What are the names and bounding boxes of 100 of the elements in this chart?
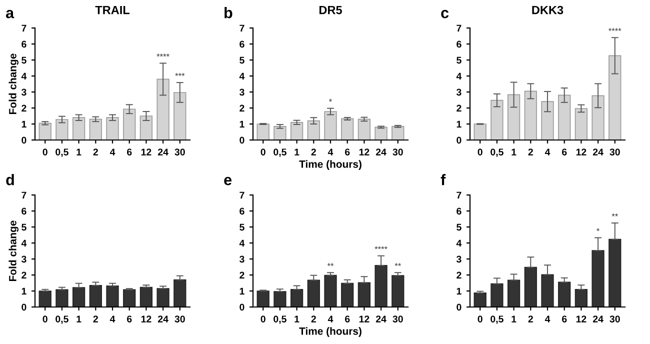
x-tick-label: 4 xyxy=(328,148,334,156)
x-tick-label: 2 xyxy=(528,316,533,322)
y-tick-label: 6 xyxy=(240,40,244,48)
chart-title: DKK3 xyxy=(532,6,564,14)
x-tick-label: 6 xyxy=(345,316,350,322)
chart-title: TRAIL xyxy=(95,6,130,14)
y-tick-label: 6 xyxy=(456,40,462,48)
x-tick-label: 2 xyxy=(311,148,316,156)
x-tick-label: 30 xyxy=(392,148,403,156)
annotation: **** xyxy=(156,54,170,57)
y-axis-title: Fold change xyxy=(8,54,18,114)
x-tick-label: 1 xyxy=(294,316,300,322)
y-tick-label: 5 xyxy=(456,224,462,231)
y-tick-label: 0 xyxy=(240,136,244,144)
x-tick-label: 2 xyxy=(528,148,533,156)
x-tick-label: 30 xyxy=(174,148,185,156)
y-tick-label: 6 xyxy=(456,208,462,215)
x-tick-label: 1 xyxy=(76,148,82,156)
annotation: * xyxy=(329,98,332,102)
x-tick-label: 6 xyxy=(562,148,567,156)
x-tick-label: 6 xyxy=(127,148,132,156)
x-tick-label: 24 xyxy=(592,148,604,156)
y-tick-label: 5 xyxy=(22,56,26,64)
x-tick-label: 0 xyxy=(260,148,266,156)
y-tick-label: 0 xyxy=(22,136,26,144)
x-tick-label: 4 xyxy=(110,148,116,156)
x-tick-label: 0 xyxy=(478,316,482,322)
annotation: **** xyxy=(608,28,622,31)
x-tick-label: 30 xyxy=(174,316,185,322)
y-tick-label: 2 xyxy=(456,104,462,112)
y-tick-label: 2 xyxy=(456,272,462,279)
y-tick-label: 5 xyxy=(240,224,244,231)
x-tick-label: 0 xyxy=(42,148,48,156)
annotation: *** xyxy=(175,73,185,76)
x-tick-label: 12 xyxy=(359,148,370,156)
y-tick-label: 2 xyxy=(240,272,244,279)
y-tick-label: 1 xyxy=(22,120,26,128)
x-tick-label: 24 xyxy=(158,316,168,322)
y-tick-label: 4 xyxy=(21,72,27,80)
y-tick-label: 4 xyxy=(456,240,462,247)
y-tick-label: 1 xyxy=(22,288,26,295)
x-tick-label: 24 xyxy=(592,316,604,322)
x-tick-label: 0,5 xyxy=(274,316,286,324)
y-tick-label: 3 xyxy=(21,256,26,263)
x-tick-label: 0 xyxy=(42,316,48,322)
y-tick-label: 6 xyxy=(22,208,26,215)
y-tick-label: 3 xyxy=(239,88,244,96)
annotation: ** xyxy=(394,263,402,266)
x-tick-label: 6 xyxy=(127,316,132,322)
text: c xyxy=(441,10,449,18)
x-tick-label: 0 xyxy=(478,148,482,156)
x-tick-label: 2 xyxy=(311,316,316,322)
x-tick-label: 6 xyxy=(345,148,350,156)
y-tick-label: 4 xyxy=(239,240,245,247)
x-tick-label: 12 xyxy=(576,148,586,156)
y-tick-label: 1 xyxy=(456,120,462,128)
y-tick-label: 1 xyxy=(240,120,244,128)
text: e xyxy=(224,176,232,186)
x-tick-label: 4 xyxy=(544,316,550,322)
y-tick-label: 0 xyxy=(22,304,26,311)
x-tick-label: 30 xyxy=(392,316,403,322)
x-tick-label: 2 xyxy=(93,148,98,156)
y-tick-label: 6 xyxy=(22,40,26,48)
y-tick-label: 0 xyxy=(456,136,462,144)
annotation: * xyxy=(596,228,600,232)
text: f xyxy=(440,174,446,186)
y-tick-label: 7 xyxy=(456,24,462,32)
y-tick-label: 5 xyxy=(22,224,26,231)
x-tick-label: 24 xyxy=(376,148,386,156)
y-tick-label: 4 xyxy=(21,240,27,247)
x-tick-label: 4 xyxy=(110,316,116,322)
y-tick-label: 6 xyxy=(240,208,244,215)
y-axis-title: Fold change xyxy=(8,220,18,281)
x-tick-label: 0,5 xyxy=(490,148,504,157)
x-axis-title: Time (hours) xyxy=(299,160,362,170)
y-tick-label: 1 xyxy=(240,288,244,295)
x-tick-label: 0,5 xyxy=(490,316,504,324)
x-tick-label: 1 xyxy=(512,148,516,156)
x-tick-label: 12 xyxy=(359,316,370,322)
x-tick-label: 12 xyxy=(576,316,586,322)
x-tick-label: 1 xyxy=(76,316,82,322)
y-tick-label: 7 xyxy=(240,24,244,32)
chart-title: DR5 xyxy=(319,6,342,14)
y-tick-label: 7 xyxy=(456,192,462,199)
text: d xyxy=(6,174,14,186)
x-tick-label: 0 xyxy=(260,316,266,322)
x-tick-label: 0,5 xyxy=(274,148,286,157)
y-tick-label: 5 xyxy=(240,56,244,64)
y-tick-label: 7 xyxy=(22,192,26,199)
annotation: ** xyxy=(612,213,618,216)
x-tick-label: 6 xyxy=(562,316,567,322)
text: a xyxy=(6,10,14,18)
y-tick-label: 3 xyxy=(21,88,26,96)
x-tick-label: 30 xyxy=(610,316,620,322)
y-tick-label: 0 xyxy=(240,304,244,311)
x-tick-label: 12 xyxy=(141,148,152,156)
x-tick-label: 24 xyxy=(376,316,386,322)
y-tick-label: 2 xyxy=(22,272,26,279)
x-tick-label: 4 xyxy=(328,316,334,322)
x-tick-label: 30 xyxy=(610,148,620,156)
